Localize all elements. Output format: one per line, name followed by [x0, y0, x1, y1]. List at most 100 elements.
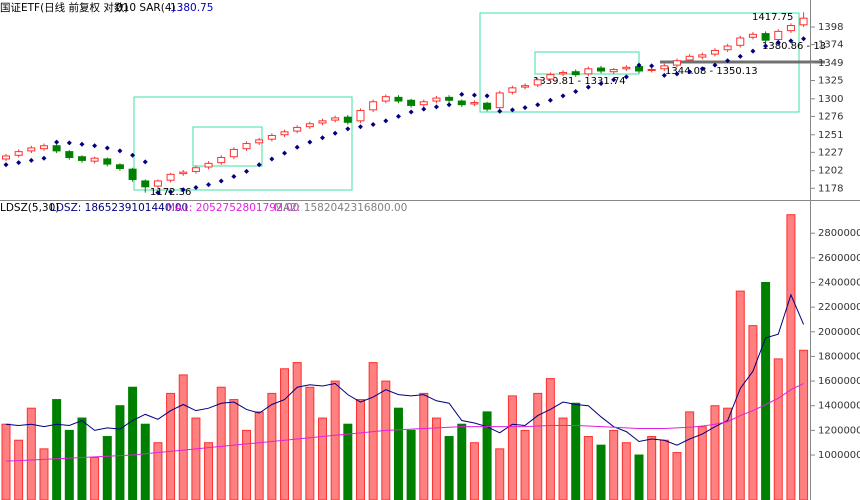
- y-tick-label: 1227: [818, 147, 843, 158]
- bar: [305, 386, 315, 500]
- candle-body: [14, 151, 23, 156]
- sar-dot: [142, 159, 148, 165]
- bar: [292, 362, 302, 500]
- candle-body: [369, 101, 378, 111]
- bar: [571, 402, 581, 500]
- bar: [748, 325, 758, 500]
- y-tick-label: 1251: [818, 130, 843, 141]
- candle-body: [267, 134, 276, 140]
- bar: [140, 423, 150, 500]
- y-tick-label: 2600000: [818, 253, 860, 264]
- candle-body: [432, 97, 441, 102]
- sar-dot: [649, 63, 655, 69]
- candle-body: [495, 92, 504, 109]
- candle-body: [153, 180, 162, 187]
- sar-dot: [737, 53, 743, 59]
- sar-dot: [801, 36, 807, 42]
- bar: [583, 436, 593, 500]
- candle-body: [39, 145, 48, 150]
- bar: [216, 386, 226, 500]
- candle-body: [343, 116, 352, 123]
- candle-body: [191, 167, 200, 172]
- candle-body: [609, 69, 618, 73]
- bar: [153, 442, 163, 500]
- bar: [178, 374, 188, 500]
- candle-body: [647, 69, 656, 72]
- sar-dot: [294, 144, 300, 150]
- bar: [469, 442, 479, 500]
- bar: [685, 411, 695, 500]
- sar-dot: [28, 157, 34, 163]
- sar-dot: [598, 80, 604, 86]
- sar-dot: [775, 39, 781, 45]
- range-box: [133, 96, 353, 191]
- y-tick-label: 2000000: [818, 327, 860, 338]
- sar-dot: [130, 152, 136, 158]
- bar: [558, 417, 568, 500]
- bar: [381, 380, 391, 500]
- candle-body: [445, 96, 454, 101]
- bar: [242, 429, 252, 500]
- bar: [507, 395, 517, 500]
- sar-dot: [193, 185, 199, 191]
- panel-title: LDSZ(5,30): [0, 202, 59, 214]
- sar-dot: [471, 92, 477, 98]
- bar: [77, 417, 87, 500]
- sar-dot: [421, 106, 427, 112]
- indicator-name: 010 SAR(4) :: [116, 2, 182, 14]
- y-tick-label: 2400000: [818, 277, 860, 288]
- sar-dot: [332, 130, 338, 136]
- y-tick-label: 1325: [818, 76, 843, 87]
- sar-dot: [509, 107, 515, 113]
- sar-dot: [446, 102, 452, 108]
- bar: [634, 454, 644, 500]
- y-tick-label: 2200000: [818, 302, 860, 313]
- sar-dot: [345, 126, 351, 132]
- candle-body: [293, 126, 302, 132]
- bar: [520, 429, 530, 500]
- sar-dot: [231, 174, 237, 180]
- sar-dot: [117, 148, 123, 154]
- bar: [545, 378, 555, 500]
- bar: [280, 368, 290, 500]
- annotation: 1380.86 - 13: [762, 41, 826, 52]
- sar-dot: [636, 62, 642, 68]
- bar: [596, 444, 606, 500]
- sar-dot: [497, 108, 503, 114]
- annotation: 1344.08 - 1350.13: [665, 66, 758, 77]
- sar-dot: [788, 38, 794, 44]
- bar: [14, 439, 24, 500]
- bar: [90, 456, 100, 500]
- sar-dot: [104, 145, 110, 151]
- candle-body: [27, 147, 36, 152]
- sar-dot: [66, 140, 72, 146]
- bar: [355, 399, 365, 500]
- sar-dot: [79, 141, 85, 147]
- sar-dot: [623, 74, 629, 80]
- candle-body: [786, 25, 795, 32]
- y-tick-label: 1374: [818, 40, 843, 51]
- candle-body: [229, 148, 238, 158]
- y-tick-label: 1800000: [818, 351, 860, 362]
- sar-dot: [282, 150, 288, 156]
- sar-dot: [661, 72, 667, 78]
- y-tick-label: 2800000: [818, 228, 860, 239]
- bar: [672, 452, 682, 500]
- candle-body: [698, 54, 707, 58]
- bar: [330, 380, 340, 500]
- sar-dot: [611, 77, 617, 83]
- candle-body: [394, 96, 403, 102]
- bar: [621, 442, 631, 500]
- sar-dot: [168, 189, 174, 195]
- candle-body: [115, 164, 124, 169]
- sar-dot: [408, 109, 414, 115]
- indicator-line: [5, 383, 804, 462]
- candle-body: [280, 131, 289, 136]
- candle-body: [761, 33, 770, 41]
- candle-body: [521, 85, 530, 88]
- legend-entry: LDSZ: 1865239101440.00: [50, 202, 188, 214]
- sar-dot: [522, 105, 528, 111]
- y-tick-label: 1300: [818, 94, 843, 105]
- candle-body: [710, 49, 719, 55]
